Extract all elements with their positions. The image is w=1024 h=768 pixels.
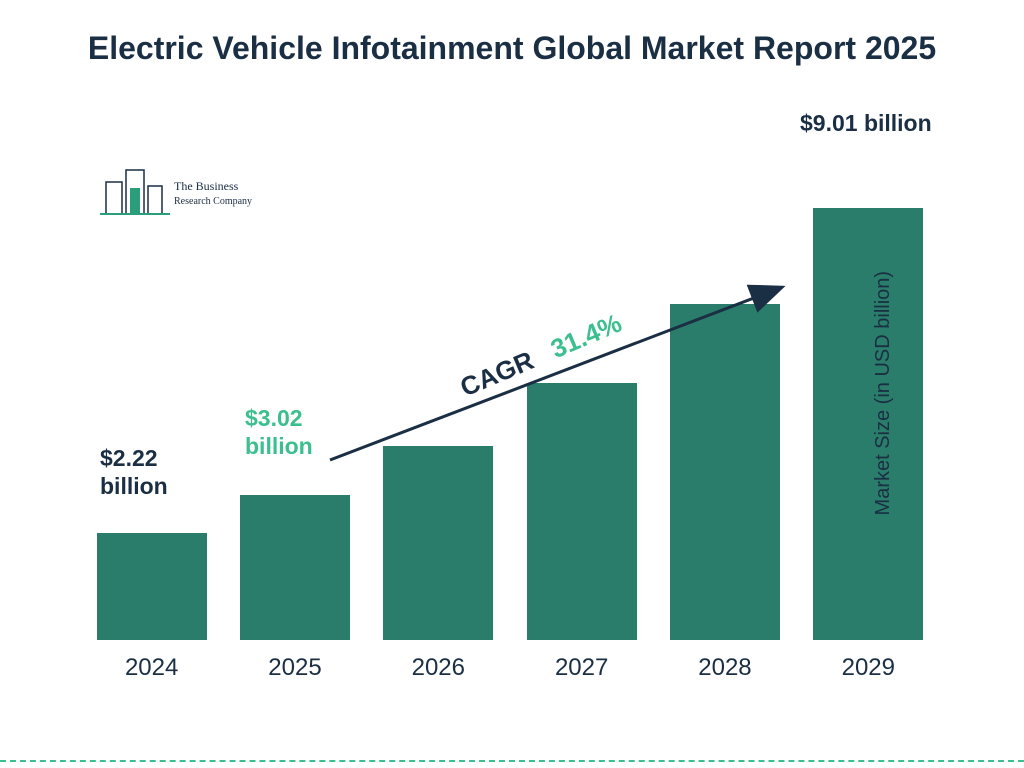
x-axis-label: 2029 xyxy=(808,654,928,682)
data-label: $2.22billion xyxy=(100,445,220,500)
x-axis-label: 2028 xyxy=(665,654,785,682)
data-label: $9.01 billion xyxy=(800,110,1000,138)
x-axis-labels: 2024 2025 2026 2027 2028 2029 xyxy=(80,654,940,682)
cagr-annotation: CAGR 31.4% xyxy=(310,280,810,480)
x-axis-label: 2025 xyxy=(235,654,355,682)
bar-slot xyxy=(235,495,355,640)
x-axis-label: 2027 xyxy=(522,654,642,682)
cagr-arrow-icon xyxy=(310,280,810,480)
y-axis-label: Market Size (in USD billion) xyxy=(872,271,895,516)
bar xyxy=(97,533,207,640)
bar-slot xyxy=(808,208,928,640)
bar xyxy=(813,208,923,640)
chart-area: The Business Research Company 2024202520… xyxy=(80,140,940,700)
bar-slot xyxy=(92,533,212,640)
x-axis-label: 2024 xyxy=(92,654,212,682)
x-axis-label: 2026 xyxy=(378,654,498,682)
chart-title: Electric Vehicle Infotainment Global Mar… xyxy=(0,0,1024,68)
bar xyxy=(240,495,350,640)
bottom-dashed-divider xyxy=(0,760,1024,762)
